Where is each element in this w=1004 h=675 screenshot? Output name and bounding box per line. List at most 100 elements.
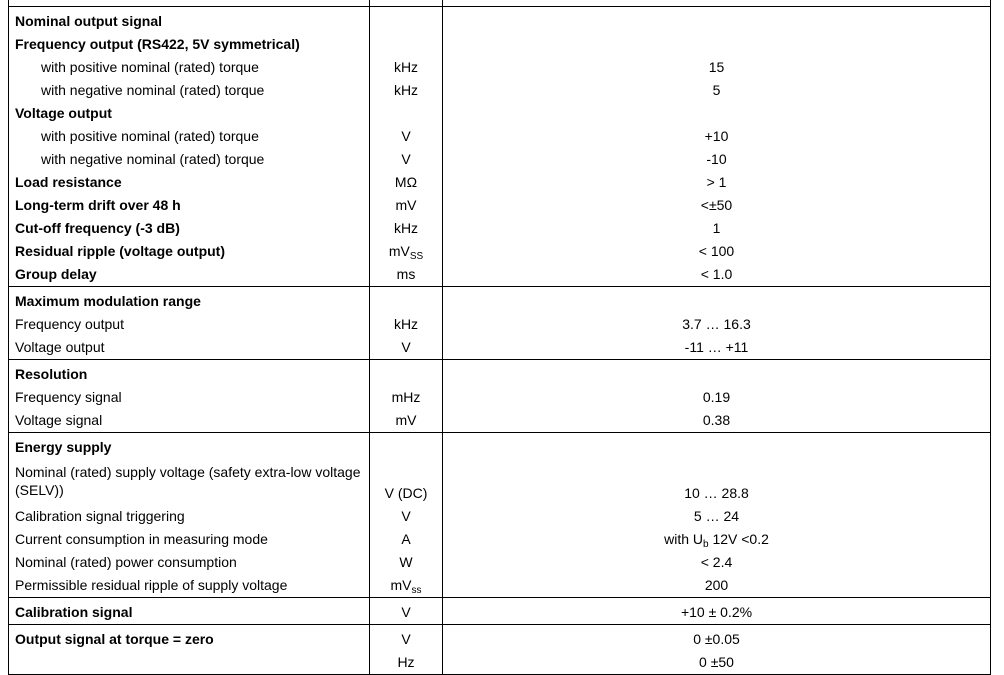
unit-text: Hz [397,654,415,670]
unit-cell: mHz [370,386,442,409]
unit-text: kHz [393,59,419,75]
value-column: 3.7 … 16.3 -11 … +11 [442,286,991,360]
spec-section: Resolution Frequency signal Voltage signal… [8,359,991,433]
unit-cell: V (DC) [370,459,442,505]
unit-cell [370,363,442,386]
value-cell [443,102,990,125]
value-cell: 3.7 … 16.3 [443,313,990,336]
unit-text: W [399,554,413,570]
unit-text: V [401,128,411,144]
unit-cell: W [370,551,442,574]
unit-cell [370,290,442,313]
unit-cell: kHz [370,56,442,79]
parameter-label: Current consumption in measuring mode [15,531,268,547]
parameter-label [15,651,369,674]
value-cell: 10 … 28.8 [443,459,990,505]
parameter-column: Resolution Frequency signal Voltage signal [8,359,370,433]
unit-cell: mV [370,409,442,432]
parameter-label: Frequency signal [15,389,122,405]
value-cell: -10 [443,148,990,171]
parameter-label: Calibration signal [15,604,133,620]
parameter-label: Calibration signal triggering [15,508,185,524]
value-text: 10 … 28.8 [684,485,749,501]
spec-section: Energy supply Nominal (rated) supply volt… [8,432,991,598]
unit-text: MΩ [394,174,418,190]
value-text: 5 … 24 [693,508,740,524]
unit-cell: ms [370,263,442,286]
parameter-label: with positive nominal (rated) torque [41,128,259,144]
value-cell: 5 [443,79,990,102]
value-text: < 100 [698,243,735,259]
parameter-label: Nominal (rated) supply voltage (safety e… [15,464,361,498]
unit-cell: kHz [370,217,442,240]
value-cell: +10 ± 0.2% [443,601,990,624]
value-text: +10 [704,128,729,144]
unit-cell: V [370,628,442,651]
spec-section: Calibration signal V +10 ± 0.2% [8,597,991,625]
unit-column: V [369,597,443,625]
unit-cell: V [370,336,442,359]
unit-cell: Hz [370,651,442,674]
value-text: 1 [712,220,721,236]
unit-text: V (DC) [384,485,428,501]
value-cell: < 1.0 [443,263,990,286]
value-cell [443,436,990,459]
unit-cell [370,436,442,459]
parameter-column: Calibration signal [8,597,370,625]
unit-text: V [401,339,411,355]
unit-cell: V [370,601,442,624]
value-text: 5 [712,82,721,98]
parameter-label: Voltage output [15,339,105,355]
value-cell: 1 [443,217,990,240]
unit-text: V [401,604,411,620]
parameter-label: Energy supply [15,439,112,455]
value-text: > 1 [706,174,727,190]
value-text: < 1.0 [700,266,733,282]
unit-subscript: SS [409,251,424,262]
unit-cell: mVss [370,574,442,597]
parameter-label: Frequency output (RS422, 5V symmetrical) [15,36,300,52]
parameter-label: Nominal (rated) power consumption [15,554,237,570]
value-column: 0 ±0.05 0 ±50 [442,624,991,675]
value-cell: 0.38 [443,409,990,432]
value-text: with U [664,531,703,547]
value-cell: 15 [443,56,990,79]
value-text: 200 [704,577,729,593]
unit-cell: V [370,125,442,148]
value-text: +10 ± 0.2% [680,604,753,620]
specification-table: Nominal output signal Frequency output (R… [8,0,991,675]
value-cell: -11 … +11 [443,336,990,359]
parameter-label: Resolution [15,366,88,382]
value-text: -11 … +11 [684,339,749,355]
unit-text: mV [388,243,410,259]
unit-cell: V [370,505,442,528]
unit-text: kHz [393,82,419,98]
unit-text: mHz [391,389,421,405]
unit-column: kHz kHz V V MΩ mV kHz mVSS ms [369,6,443,287]
value-cell: < 100 [443,240,990,263]
value-cell: < 2.4 [443,551,990,574]
unit-text: kHz [393,316,419,332]
value-subscript: b [703,539,709,550]
parameter-column: Nominal output signal Frequency output (R… [8,6,370,287]
unit-text: kHz [393,220,419,236]
unit-text: mV [390,577,412,593]
value-cell: with Ub 12V <0.2 [443,528,990,551]
value-text: 0 ±50 [699,654,734,670]
value-cell [443,33,990,56]
unit-cell: V [370,148,442,171]
parameter-label: Permissible residual ripple of supply vo… [15,577,288,593]
unit-text: V [401,631,411,647]
unit-text: V [401,508,411,524]
unit-text: V [401,151,411,167]
value-cell [443,10,990,33]
unit-cell: kHz [370,79,442,102]
unit-cell [370,33,442,56]
value-column: 0.19 0.38 [442,359,991,433]
spec-section: Nominal output signal Frequency output (R… [8,6,991,287]
value-cell: 0 ±0.05 [443,628,990,651]
value-text: 0 ±0.05 [693,631,740,647]
value-cell: 5 … 24 [443,505,990,528]
value-cell: 0 ±50 [443,651,990,674]
